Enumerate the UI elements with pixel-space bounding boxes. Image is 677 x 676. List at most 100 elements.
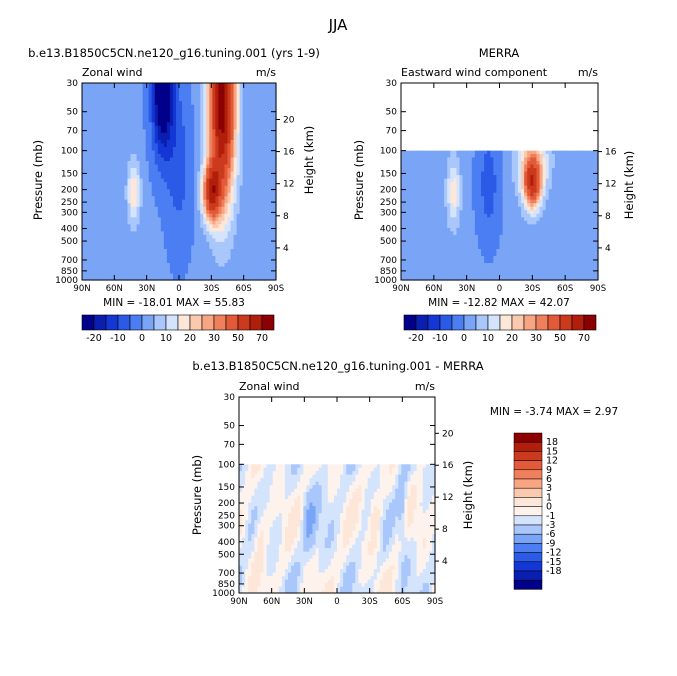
field-cell (533, 269, 538, 274)
field-cell (248, 181, 253, 186)
field-cell (121, 185, 126, 190)
field-cell (441, 251, 445, 256)
field-cell (197, 248, 201, 253)
field-cell (179, 206, 183, 211)
contour-field (401, 150, 599, 281)
field-cell (444, 213, 448, 218)
field-cell (582, 269, 587, 274)
field-cell (266, 100, 271, 105)
field-cell (548, 209, 553, 214)
field-cell (413, 272, 417, 278)
field-cell (215, 227, 220, 232)
field-cell (209, 216, 213, 221)
field-cell (431, 241, 436, 246)
field-cell (160, 170, 165, 176)
field-cell (136, 262, 141, 267)
field-cell (230, 195, 235, 200)
field-cell (269, 83, 274, 88)
field-cell (588, 276, 593, 281)
field-cell (511, 244, 516, 249)
field-cell (82, 258, 86, 264)
field-cell (233, 209, 238, 214)
field-cell (245, 139, 250, 144)
field-cell (548, 241, 553, 246)
field-cell (431, 244, 436, 249)
field-cell (554, 213, 559, 218)
field-cell (272, 223, 277, 228)
field-cell (257, 202, 262, 207)
field-cell (266, 265, 271, 271)
field-cell (468, 216, 473, 221)
field-cell (115, 100, 119, 105)
field-cell (245, 121, 250, 126)
field-cell (564, 209, 568, 214)
field-cell (573, 223, 578, 228)
field-cell (269, 121, 274, 126)
field-cell (212, 230, 216, 235)
field-cell (224, 227, 229, 232)
field-cell (172, 237, 177, 242)
field-cell (245, 97, 250, 102)
field-cell (230, 167, 235, 172)
field-cell (106, 83, 110, 88)
field-cell (130, 199, 135, 204)
field-cell (172, 213, 177, 218)
field-cell (103, 248, 107, 253)
field-cell (548, 262, 553, 267)
field-cell (160, 132, 165, 137)
field-cell (453, 206, 458, 211)
field-cell (548, 213, 553, 218)
field-cell (499, 262, 504, 267)
field-cell (172, 202, 177, 207)
field-cell (182, 149, 186, 154)
field-cell (166, 174, 171, 179)
field-cell (169, 111, 174, 116)
field-cell (82, 118, 86, 123)
field-cell (163, 227, 168, 232)
field-cell (163, 255, 168, 260)
y-tick-label: 700 (61, 256, 78, 266)
field-cell (257, 177, 262, 183)
field-cell (468, 258, 473, 264)
field-cell (499, 258, 504, 264)
field-cell (260, 272, 265, 278)
field-cell (151, 251, 156, 256)
field-cell (115, 149, 119, 154)
field-cell (115, 202, 119, 207)
field-cell (215, 199, 220, 204)
field-cell (251, 241, 256, 246)
field-cell (85, 149, 89, 154)
field-cell (169, 83, 174, 88)
field-cell (416, 209, 421, 214)
field-cell (209, 121, 213, 126)
field-cell (112, 251, 116, 256)
field-cell (188, 265, 192, 271)
field-cell (508, 255, 513, 260)
field-cell (100, 272, 104, 278)
field-cell (594, 209, 599, 214)
field-cell (573, 230, 578, 235)
field-cell (109, 149, 113, 154)
field-cell (112, 202, 116, 207)
field-cell (121, 121, 126, 126)
field-cell (163, 125, 168, 130)
field-cell (106, 223, 110, 228)
field-cell (151, 93, 156, 98)
field-cell (230, 202, 235, 207)
field-cell (203, 223, 207, 228)
field-cell (197, 132, 201, 137)
field-cell (185, 255, 189, 260)
field-cell (425, 216, 430, 221)
field-cell (248, 167, 253, 172)
field-cell (109, 93, 113, 98)
field-cell (554, 262, 559, 267)
field-cell (564, 220, 568, 225)
field-cell (88, 213, 92, 218)
field-cell (579, 223, 584, 228)
field-cell (157, 139, 162, 144)
field-cell (218, 192, 223, 197)
field-cell (133, 139, 138, 144)
field-cell (502, 230, 507, 235)
field-cell (154, 100, 159, 105)
field-cell (157, 128, 162, 133)
